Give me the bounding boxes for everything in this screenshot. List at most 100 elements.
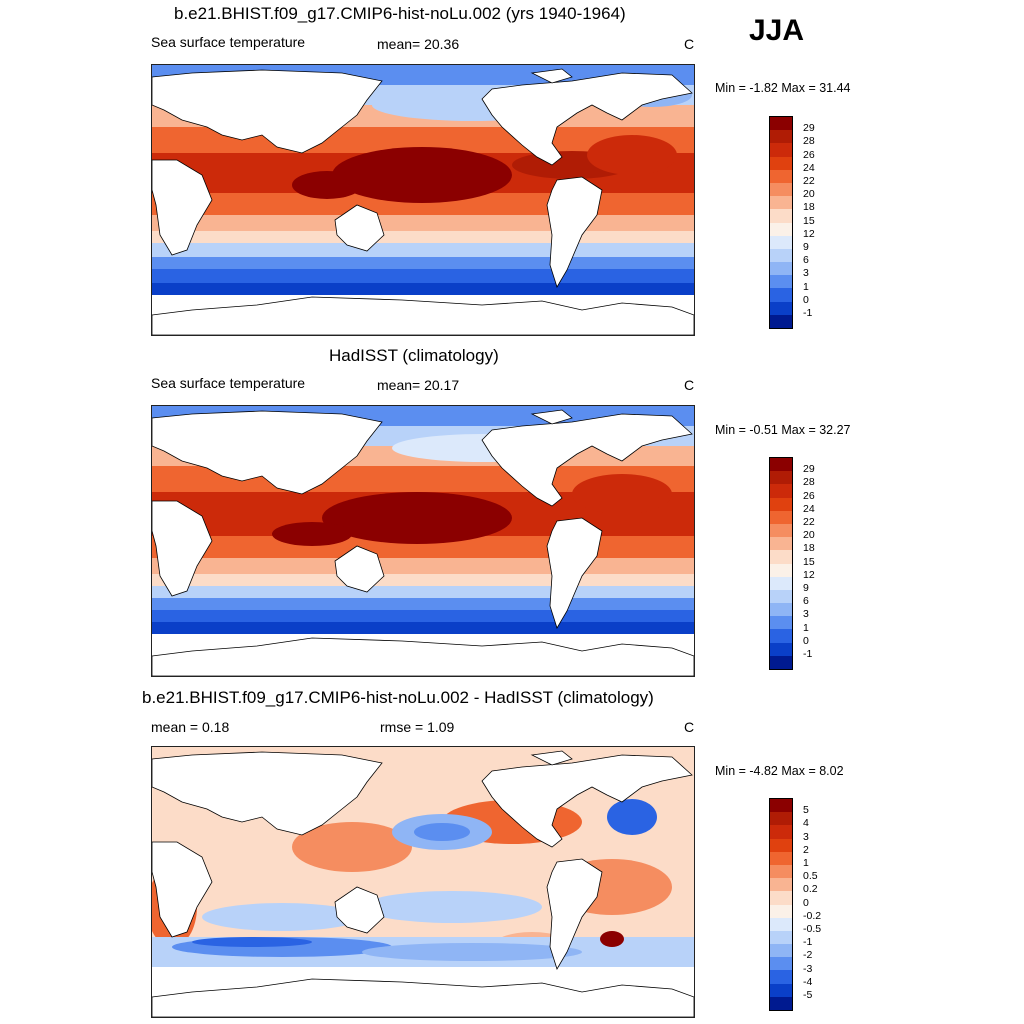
colorbar-tick-label: 26	[803, 148, 815, 161]
colorbar-tick-label: -2	[803, 949, 813, 962]
panel2-units-label: C	[684, 377, 695, 393]
colorbar-tick-label: 3	[803, 830, 809, 843]
colorbar-tick-label: 29	[803, 463, 815, 476]
colorbar-tick-label: 3	[803, 267, 809, 280]
colorbar-tick-label: 12	[803, 568, 815, 581]
colorbar-tick-label: 1	[803, 621, 809, 634]
season-label: JJA	[749, 14, 805, 47]
colorbar-tick-label: 24	[803, 161, 815, 174]
colorbar-tick-label: 18	[803, 201, 815, 214]
colorbar-swatch	[770, 235, 792, 249]
colorbar-swatch	[770, 537, 792, 551]
colorbar-swatch	[770, 130, 792, 144]
colorbar-swatch	[770, 288, 792, 302]
panel2-mean-label: mean= 20.17	[377, 377, 460, 393]
panel1-mean-label: mean= 20.36	[377, 36, 460, 52]
colorbar-swatch	[770, 182, 792, 197]
colorbar-tick-label: 3	[803, 608, 809, 621]
colorbar-swatch	[770, 970, 792, 984]
colorbar-tick-label: 0	[803, 896, 809, 909]
panel3-units-label: C	[684, 719, 695, 735]
colorbar-tick-label: 28	[803, 476, 815, 489]
panel2-colorbar	[769, 457, 793, 670]
colorbar-tick-label: -0.5	[803, 923, 822, 935]
colorbar-tick-label: 20	[803, 188, 815, 201]
panel1-variable-label: Sea surface temperature	[151, 34, 306, 50]
colorbar-swatch	[770, 996, 792, 1010]
colorbar-swatch	[770, 944, 792, 958]
panel3-minmax-label: Min = -4.82 Max = 8.02	[715, 764, 844, 778]
colorbar-swatch	[770, 576, 792, 590]
panel3-colorbar	[769, 798, 793, 1011]
colorbar-tick-label: 18	[803, 542, 815, 555]
colorbar-tick-label: 15	[803, 214, 815, 227]
colorbar-tick-label: 5	[803, 804, 809, 817]
colorbar-swatch	[770, 550, 792, 564]
panel1-title: b.e21.BHIST.f09_g17.CMIP6-hist-noLu.002 …	[174, 4, 626, 23]
colorbar-swatch	[770, 209, 792, 223]
colorbar-tick-label: 24	[803, 502, 815, 515]
colorbar-swatch	[770, 655, 792, 669]
colorbar-tick-label: 15	[803, 555, 815, 568]
colorbar-swatch	[770, 471, 792, 485]
colorbar-swatch	[770, 629, 792, 643]
colorbar-swatch	[770, 642, 792, 656]
colorbar-swatch	[770, 616, 792, 630]
colorbar-swatch	[770, 275, 792, 289]
colorbar-swatch	[770, 196, 792, 210]
colorbar-swatch	[770, 563, 792, 577]
panel3-mean-label: mean = 0.18	[151, 719, 230, 735]
colorbar-swatch	[770, 117, 792, 131]
colorbar-swatch	[770, 248, 792, 263]
colorbar-swatch	[770, 262, 792, 276]
colorbar-tick-label: -1	[803, 648, 813, 660]
colorbar-swatch	[770, 904, 792, 918]
panel1-minmax-label: Min = -1.82 Max = 31.44	[715, 81, 851, 95]
colorbar-swatch	[770, 983, 792, 997]
colorbar-tick-label: 2	[803, 843, 809, 856]
colorbar-swatch	[770, 222, 792, 236]
colorbar-tick-label: -1	[803, 307, 813, 319]
colorbar-swatch	[770, 851, 792, 865]
colorbar-tick-label: 1	[803, 280, 809, 293]
colorbar-swatch	[770, 156, 792, 170]
colorbar-swatch	[770, 510, 792, 524]
colorbar-tick-label: -5	[803, 989, 813, 1001]
colorbar-tick-label: 0	[803, 634, 809, 647]
panel1-colorbar	[769, 116, 793, 329]
colorbar-tick-label: 6	[803, 254, 809, 267]
colorbar-swatch	[770, 314, 792, 328]
colorbar-swatch	[770, 957, 792, 971]
panel3-title: b.e21.BHIST.f09_g17.CMIP6-hist-noLu.002 …	[142, 688, 654, 707]
colorbar-swatch	[770, 523, 792, 538]
colorbar-tick-label: 0.5	[803, 870, 818, 883]
colorbar-tick-label: 29	[803, 122, 815, 135]
colorbar-swatch	[770, 603, 792, 617]
colorbar-tick-label: 28	[803, 135, 815, 148]
colorbar-swatch	[770, 169, 792, 183]
panel1-map	[151, 64, 695, 336]
colorbar-swatch	[770, 864, 792, 879]
colorbar-swatch	[770, 891, 792, 905]
colorbar-tick-label: 0.2	[803, 883, 818, 896]
colorbar-swatch	[770, 878, 792, 892]
colorbar-tick-label: -1	[803, 936, 813, 949]
colorbar-tick-label: 1	[803, 857, 809, 869]
panel3-rmse-label: rmse = 1.09	[380, 719, 455, 735]
colorbar-swatch	[770, 799, 792, 813]
colorbar-swatch	[770, 497, 792, 511]
colorbar-swatch	[770, 812, 792, 826]
panel2-minmax-label: Min = -0.51 Max = 32.27	[715, 423, 851, 437]
colorbar-tick-label: 26	[803, 489, 815, 502]
colorbar-tick-label: 9	[803, 241, 809, 253]
panel2-title: HadISST (climatology)	[329, 346, 499, 365]
colorbar-tick-label: -3	[803, 962, 813, 975]
panel2-map	[151, 405, 695, 677]
colorbar-swatch	[770, 301, 792, 315]
colorbar-tick-label: 0	[803, 293, 809, 306]
colorbar-swatch	[770, 838, 792, 852]
colorbar-tick-label: -0.2	[803, 909, 822, 922]
colorbar-swatch	[770, 589, 792, 604]
colorbar-swatch	[770, 143, 792, 157]
colorbar-tick-label: -4	[803, 975, 813, 988]
